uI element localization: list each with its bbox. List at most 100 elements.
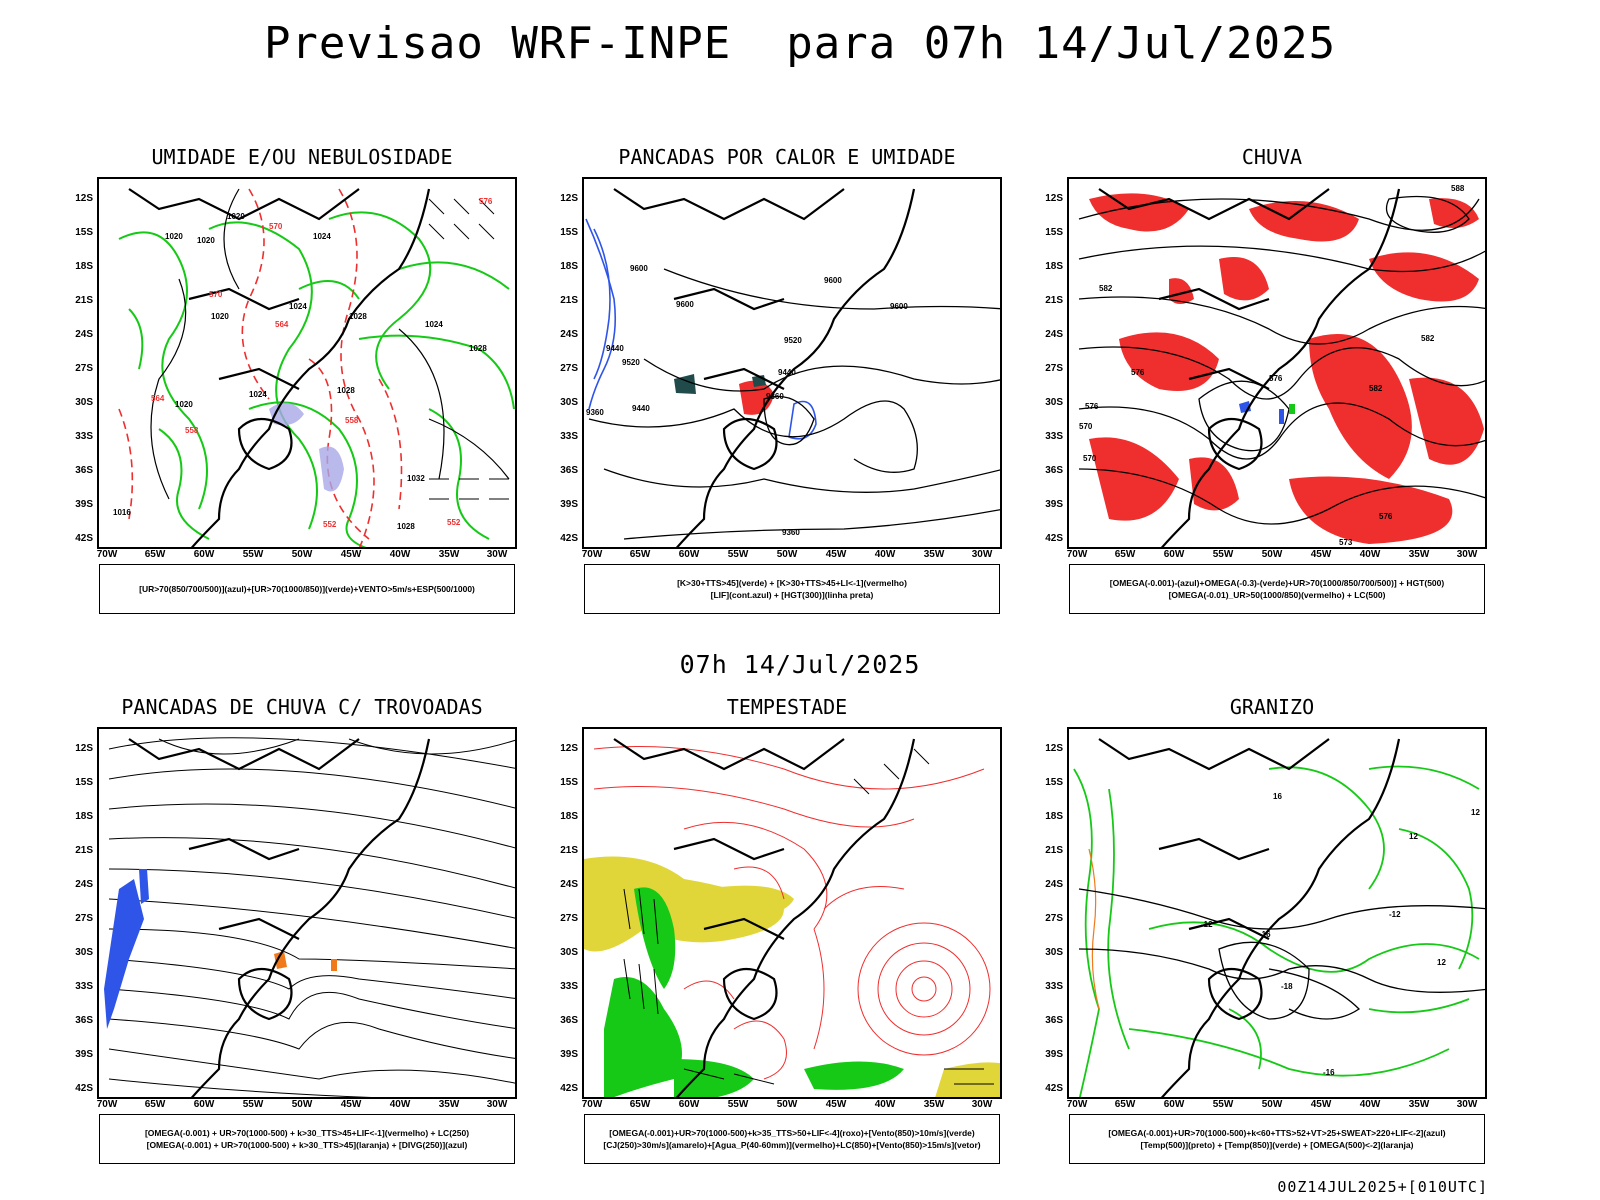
lat-tick-label: 27S [1045, 363, 1063, 374]
contour-label: 9600 [890, 302, 908, 311]
contour-label: 1028 [397, 522, 415, 531]
lon-tick-label: 60W [193, 1099, 215, 1110]
lon-tick-label: 60W [1163, 549, 1185, 560]
lat-tick-label: 21S [560, 845, 578, 856]
lon-tick-label: 65W [1114, 1099, 1136, 1110]
lon-tick-label: 40W [389, 549, 411, 560]
legend-line: [K>30+TTS>45](verde) + [K>30+TTS>45+LI<-… [677, 578, 907, 588]
contour-label: 9520 [622, 358, 640, 367]
panel-pancadas-calor: PANCADAS POR CALOR E UMIDADE [560, 145, 1002, 645]
contour-label: 1020 [165, 232, 183, 241]
contour-label: 564 [275, 320, 289, 329]
lat-tick-label: 39S [560, 1049, 578, 1060]
lat-tick-label: 12S [560, 193, 578, 204]
lon-tick-label: 45W [825, 1099, 847, 1110]
contour-label: 12 [1471, 808, 1480, 817]
lat-tick-label: 21S [1045, 295, 1063, 306]
lat-tick-label: 27S [75, 913, 93, 924]
map-svg [584, 738, 1000, 1097]
coastline-borders [1098, 738, 1401, 1097]
lon-tick-label: 50W [291, 1099, 313, 1110]
lat-tick-label: 42S [560, 533, 578, 544]
lat-tick-label: 18S [560, 811, 578, 822]
lon-tick-label: 35W [438, 1099, 460, 1110]
lon-tick-label: 45W [1310, 549, 1332, 560]
lat-tick-label: 39S [1045, 499, 1063, 510]
lon-tick-label: 70W [1066, 1099, 1088, 1110]
lon-tick-label: 70W [96, 1099, 118, 1110]
contour-label: 9600 [630, 264, 648, 273]
lon-tick-label: 50W [776, 1099, 798, 1110]
pressure-contours [150, 188, 510, 500]
lat-tick-label: 42S [1045, 533, 1063, 544]
lat-tick-label: 30S [1045, 947, 1063, 958]
contour-labels: 588 582 576 576 576 570 570 582 582 576 … [1079, 184, 1465, 547]
lon-tick-label: 40W [874, 549, 896, 560]
lat-tick-label: 36S [560, 465, 578, 476]
lon-tick-label: 30W [971, 549, 993, 560]
contour-label: 1024 [249, 390, 267, 399]
red-thickness-contours [118, 188, 403, 547]
lat-tick-label: 39S [560, 499, 578, 510]
contour-label: 1016 [113, 508, 131, 517]
legend-box: [OMEGA(-0.001)+UR>70(1000-500)+k>35_TTS>… [584, 1114, 1000, 1164]
lat-tick-label: 39S [1045, 1049, 1063, 1060]
lat-tick-label: 36S [75, 1015, 93, 1026]
lon-tick-label: 35W [923, 549, 945, 560]
lat-tick-label: 18S [75, 811, 93, 822]
panel-chuva: CHUVA [1045, 145, 1487, 645]
wind-vectors [428, 198, 509, 500]
lat-tick-label: 33S [75, 431, 93, 442]
lat-tick-label: 15S [560, 227, 578, 238]
lat-tick-label: 15S [1045, 777, 1063, 788]
lat-tick-label: 27S [75, 363, 93, 374]
lon-tick-label: 40W [1359, 1099, 1381, 1110]
lat-tick-label: 27S [560, 363, 578, 374]
lat-tick-label: 12S [1045, 743, 1063, 754]
contour-label: 573 [1339, 538, 1353, 547]
map-trovoadas[interactable] [97, 727, 517, 1099]
map-tempestade[interactable] [582, 727, 1002, 1099]
lat-tick-label: 15S [560, 777, 578, 788]
contour-label: 576 [1085, 402, 1099, 411]
lat-tick-label: 36S [75, 465, 93, 476]
map-svg [104, 737, 515, 1097]
contour-label: 1028 [349, 312, 367, 321]
green-wind-areas [604, 887, 904, 1097]
contour-label: 9360 [766, 392, 784, 401]
lat-tick-label: 21S [75, 845, 93, 856]
contour-label: 552 [323, 520, 337, 529]
coastline-borders [128, 188, 431, 547]
lon-tick-label: 60W [1163, 1099, 1185, 1110]
map-umidade[interactable]: 1020 1020 1020 1020 1024 1024 1024 1028 … [97, 177, 517, 549]
contour-label: 558 [185, 426, 199, 435]
lon-tick-label: 55W [242, 1099, 264, 1110]
contour-label: 570 [1079, 422, 1093, 431]
lat-tick-label: 18S [75, 261, 93, 272]
lat-tick-label: 33S [1045, 431, 1063, 442]
contour-label: 16 [1273, 792, 1282, 801]
lon-tick-label: 45W [340, 549, 362, 560]
contour-label: 582 [1421, 334, 1435, 343]
lon-tick-label: 65W [629, 549, 651, 560]
contour-label: 1020 [197, 236, 215, 245]
map-svg: 9600 9600 9600 9600 9520 9520 9440 9440 … [585, 188, 1000, 547]
lon-tick-label: 50W [1261, 1099, 1283, 1110]
contour-label: 558 [345, 416, 359, 425]
lon-tick-label: 30W [1456, 1099, 1478, 1110]
green-temp850-contours [1073, 765, 1480, 1097]
legend-box: [OMEGA(-0.001)+UR>70(1000-500)+k<60+TTS>… [1069, 1114, 1485, 1164]
lat-tick-label: 39S [75, 1049, 93, 1060]
contour-label: 1028 [337, 386, 355, 395]
map-granizo[interactable]: -12 -16 -18 -12 -16 12 12 12 16 [1067, 727, 1487, 1099]
contour-label: 12 [1437, 958, 1446, 967]
contour-label: 576 [1269, 374, 1283, 383]
contour-label: 1020 [175, 400, 193, 409]
lon-tick-label: 30W [1456, 549, 1478, 560]
lon-tick-label: 40W [1359, 549, 1381, 560]
legend-box: [OMEGA(-0.001)-(azul)+OMEGA(-0.3)-(verde… [1069, 564, 1485, 614]
map-chuva[interactable]: 588 582 576 576 576 570 570 582 582 576 … [1067, 177, 1487, 549]
lat-tick-label: 24S [75, 879, 93, 890]
map-pancadas-calor[interactable]: 9600 9600 9600 9600 9520 9520 9440 9440 … [582, 177, 1002, 549]
lat-tick-label: 30S [1045, 397, 1063, 408]
